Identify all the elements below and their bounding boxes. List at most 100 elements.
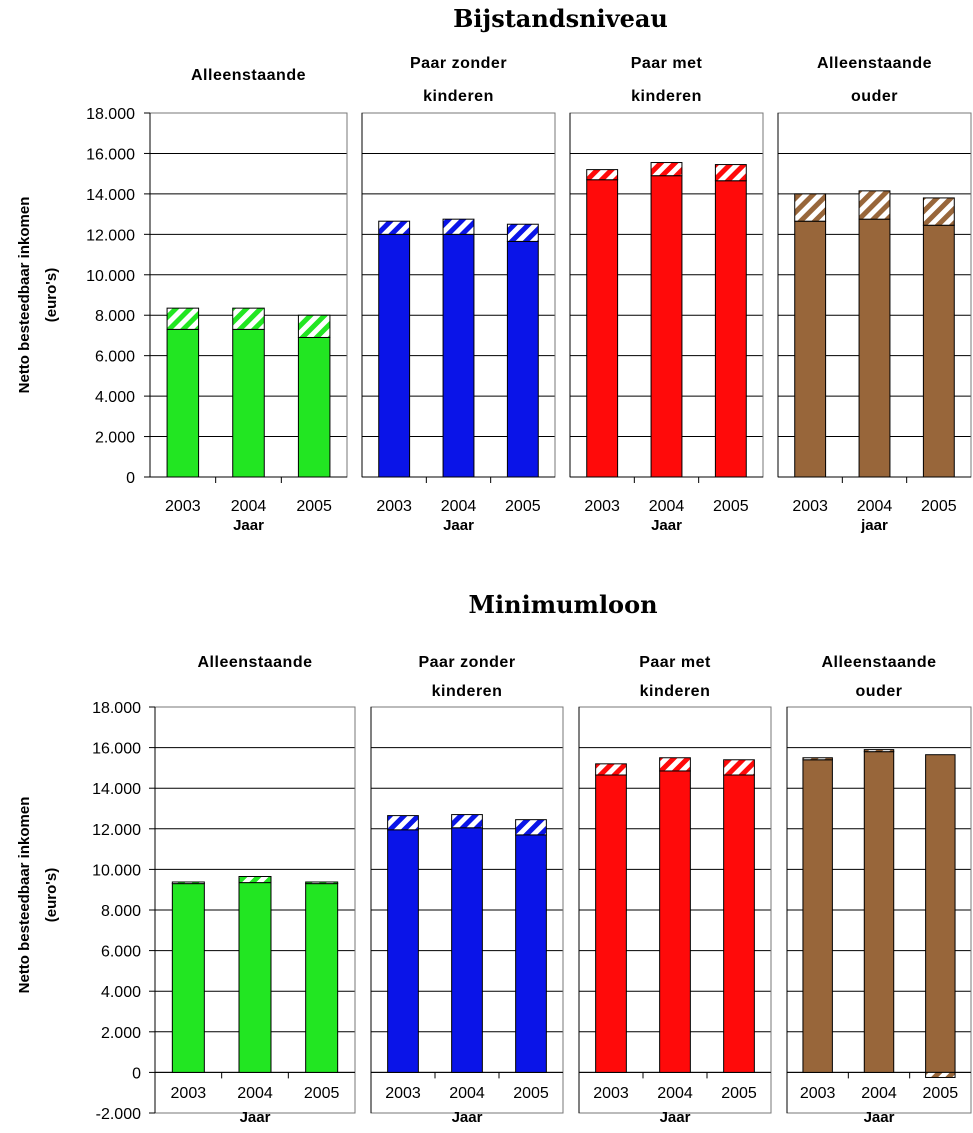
- panel-title: Paar zonder: [410, 55, 507, 72]
- x-tick-label: 2004: [237, 1085, 273, 1102]
- panel-title: kinderen: [423, 88, 494, 105]
- y-tick-label: 0: [132, 1065, 141, 1082]
- bar-base: [442, 233, 475, 478]
- chart-title: Bijstandsniveau: [453, 4, 668, 33]
- bar-base: [232, 328, 265, 478]
- bar-base: [297, 336, 331, 478]
- y-tick-label: 4.000: [101, 984, 141, 1001]
- x-tick-label: 2004: [649, 498, 685, 515]
- panel: Paar zonder kinderen 2003 2004 2005 Jaar: [361, 55, 556, 534]
- bar-extra: [714, 164, 747, 182]
- panel: Paar met kinderen 2003 2004 2005 Jaar: [569, 55, 764, 534]
- x-tick-label: 2004: [449, 1085, 485, 1102]
- panel-title: kinderen: [631, 88, 702, 105]
- bar-base: [171, 883, 205, 1073]
- x-tick-label: 2003: [800, 1085, 836, 1102]
- y-tick-label: 8.000: [95, 308, 135, 325]
- bar-extra: [925, 1071, 956, 1078]
- bar-extra: [166, 307, 200, 330]
- panel-title: Alleenstaande: [191, 67, 306, 84]
- panel: Alleenstaande 2003 2004 2005 Jaar: [144, 67, 348, 534]
- y-tick-label: 10.000: [86, 268, 135, 285]
- x-axis-label: Jaar: [660, 1109, 691, 1126]
- x-axis-label: Jaar: [240, 1109, 271, 1126]
- bar-base: [595, 774, 627, 1073]
- y-tick-label: 16.000: [86, 146, 135, 163]
- y-tick-label: 12.000: [86, 227, 135, 244]
- x-tick-label: 2005: [296, 498, 332, 515]
- bar-base: [515, 834, 547, 1073]
- y-tick-label: 2.000: [101, 1025, 141, 1042]
- panel-title: Alleenstaande: [198, 654, 313, 671]
- panel-title: kinderen: [432, 683, 503, 700]
- bar-base: [723, 774, 755, 1073]
- chart-minimumloon: Minimumloon Netto besteedbaar inkomen (eur…: [16, 590, 972, 1126]
- y-tick-label: -2.000: [96, 1106, 141, 1123]
- panel-title: Alleenstaande: [822, 654, 937, 671]
- bar-extra: [171, 881, 205, 885]
- x-tick-label: 2003: [171, 1085, 207, 1102]
- x-axis-label: Jaar: [651, 517, 682, 534]
- y-tick-label: 14.000: [92, 781, 141, 798]
- y-axis-label: Netto besteedbaar inkomen: [16, 797, 33, 994]
- y-tick-label: 8.000: [101, 903, 141, 920]
- bar-extra: [586, 169, 619, 181]
- panel-title: ouder: [856, 683, 903, 700]
- y-axis-label: (euro's): [43, 268, 60, 322]
- panel: Alleenstaande 2003 2004 2005 Jaar: [149, 654, 356, 1126]
- bar-extra: [863, 749, 895, 753]
- x-tick-label: 2003: [584, 498, 620, 515]
- y-tick-label: 16.000: [92, 741, 141, 758]
- x-axis-label: Jaar: [443, 517, 474, 534]
- x-tick-label: 2005: [721, 1085, 757, 1102]
- x-tick-label: 2005: [713, 498, 749, 515]
- bar-base: [659, 770, 691, 1073]
- bar-base: [166, 328, 200, 478]
- y-tick-label: 10.000: [92, 862, 141, 879]
- bar-extra: [794, 193, 827, 222]
- y-tick-label: 14.000: [86, 187, 135, 204]
- bar-base: [387, 829, 419, 1073]
- y-axis-label: Netto besteedbaar inkomen: [16, 197, 33, 394]
- y-tick-label: 4.000: [95, 389, 135, 406]
- bar-base: [650, 175, 683, 478]
- x-tick-label: 2004: [657, 1085, 693, 1102]
- y-tick-label: 0: [126, 470, 135, 487]
- x-tick-label: 2003: [376, 498, 412, 515]
- x-tick-label: 2003: [593, 1085, 629, 1102]
- bar-base: [714, 180, 747, 478]
- bar-extra: [238, 876, 272, 884]
- x-axis-label: Jaar: [452, 1109, 483, 1126]
- bar-extra: [595, 763, 627, 776]
- x-tick-label: 2005: [505, 498, 541, 515]
- x-tick-label: 2004: [231, 498, 267, 515]
- bar-extra: [305, 881, 339, 885]
- bar-extra: [297, 314, 331, 338]
- x-tick-label: 2003: [165, 498, 201, 515]
- bar-extra: [723, 759, 755, 776]
- panel-title: ouder: [851, 88, 898, 105]
- x-tick-label: 2003: [792, 498, 828, 515]
- bar-extra: [378, 220, 411, 235]
- panel-title: Paar zonder: [418, 654, 515, 671]
- bar-base: [794, 220, 827, 478]
- panel-title: kinderen: [640, 683, 711, 700]
- bar-base: [586, 179, 619, 478]
- bar-base: [922, 224, 955, 478]
- panel-title: Paar met: [639, 654, 711, 671]
- chart-bijstandsniveau: Bijstandsniveau Netto besteedbaar inkomen…: [16, 4, 972, 534]
- x-axis-label: Jaar: [864, 1109, 895, 1126]
- bar-extra: [858, 190, 891, 220]
- y-tick-label: 12.000: [92, 822, 141, 839]
- x-axis-label: jaar: [860, 517, 888, 534]
- bar-extra: [802, 757, 833, 761]
- panel-title: Paar met: [631, 55, 703, 72]
- bar-base: [925, 754, 956, 1073]
- panel-title: Alleenstaande: [817, 55, 932, 72]
- bar-base: [863, 751, 895, 1073]
- bar-base: [858, 218, 891, 478]
- bar-base: [378, 233, 411, 478]
- bar-extra: [650, 162, 683, 177]
- panel: Alleenstaande ouder 2003 2004 2005 Jaar: [786, 654, 972, 1126]
